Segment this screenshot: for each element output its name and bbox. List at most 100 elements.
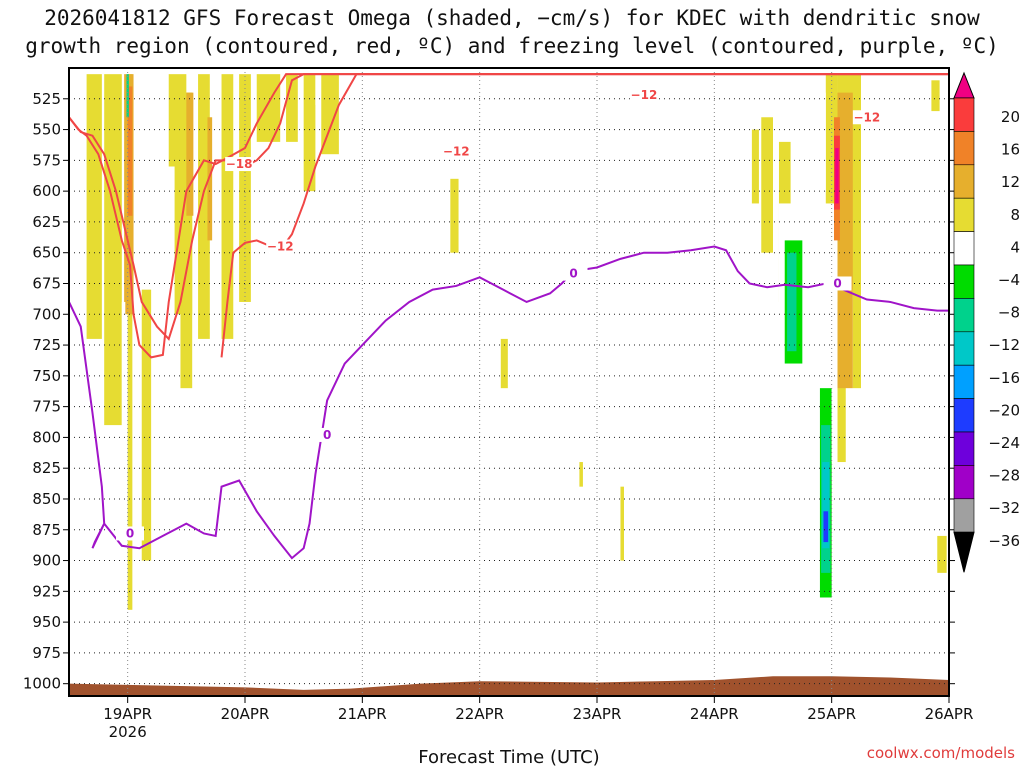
contour-label: 0 <box>323 428 331 442</box>
omega-cell <box>245 363 255 487</box>
colorbar-bottom-arrow <box>953 531 975 573</box>
omega-cell <box>751 129 759 204</box>
omega-cell <box>514 92 522 142</box>
y-tick-label: 850 <box>32 490 61 508</box>
omega-cell <box>835 148 839 204</box>
chart-title-line-2: growth region (contoured, red, ºC) and f… <box>25 34 999 58</box>
contour-label: 0 <box>126 526 134 540</box>
x-tick-label: 25APR <box>807 705 856 723</box>
credit-text: coolwx.com/models <box>867 744 1015 762</box>
y-tick-label: 975 <box>32 644 61 662</box>
colorbar-label: −24 <box>988 434 1020 452</box>
omega-cell <box>796 74 805 93</box>
y-tick-label: 875 <box>32 521 61 539</box>
omega-cell <box>277 326 284 364</box>
contour-label: −12 <box>443 145 470 159</box>
colorbar-label: 8 <box>1010 206 1020 224</box>
x-tick-label: 19APR <box>103 705 152 723</box>
omega-cell <box>104 74 122 426</box>
colorbar: 20 16 12 8 4 −4 −8 −12 −16 −20 −24 −28 −32 −36 <box>953 71 1020 573</box>
contour-label-bg <box>823 276 852 291</box>
colorbar-swatch <box>953 197 975 232</box>
contour-label-bg <box>852 110 881 125</box>
omega-cell <box>421 74 427 142</box>
omega-cell <box>207 117 213 241</box>
omega-cell <box>937 535 947 573</box>
colorbar-swatch <box>953 231 975 266</box>
y-tick-label: 700 <box>32 305 61 323</box>
colorbar-top-arrow <box>953 71 975 99</box>
omega-cell <box>467 74 477 155</box>
colorbar-label: −32 <box>988 499 1020 517</box>
omega-cell <box>831 314 838 463</box>
contour-label-bg <box>225 157 254 172</box>
colorbar-swatch <box>953 164 975 199</box>
y-tick-label: 1000 <box>23 675 61 693</box>
x-tick-label: 20APR <box>221 705 270 723</box>
colorbar-label: −12 <box>988 336 1020 354</box>
omega-cell <box>86 74 102 339</box>
contour-line <box>69 245 949 560</box>
y-tick-label: 550 <box>32 121 61 139</box>
contour-label: 0 <box>569 267 577 281</box>
colorbar-swatch <box>953 264 975 299</box>
omega-cell <box>837 92 853 389</box>
contour-label-bg <box>442 144 471 159</box>
omega-cell <box>259 289 271 426</box>
omega-cell <box>761 117 773 253</box>
contour-label-bg <box>266 239 295 254</box>
x-tick-label: 26APR <box>925 705 974 723</box>
colorbar-swatch <box>953 331 975 366</box>
contour-line <box>69 73 949 341</box>
y-tick-label: 600 <box>32 182 61 200</box>
colorbar-label: −20 <box>988 401 1020 419</box>
omega-cell <box>127 86 133 216</box>
omega-cell <box>186 92 194 216</box>
contour-label: −12 <box>267 240 294 254</box>
colorbar-swatch <box>953 498 975 533</box>
contour-labels: −12 −12 −12 −12 −18 0 0 0 0 <box>116 88 881 541</box>
x-axis-label: Forecast Time (UTC) <box>418 747 599 768</box>
x-tick-sublabel: 2026 <box>109 723 147 741</box>
omega-cell <box>286 74 298 142</box>
omega-cell <box>599 535 603 610</box>
colorbar-label: −28 <box>988 467 1020 485</box>
plot-frame <box>68 67 950 697</box>
omega-cell <box>126 74 129 118</box>
omega-cell <box>491 375 499 573</box>
colorbar-label: −4 <box>998 271 1020 289</box>
plot-area: −12 −12 −12 −12 −18 0 0 0 0 <box>68 67 950 697</box>
y-tick-label: 625 <box>32 213 61 231</box>
chart-title-line-1: 2026041812 GFS Forecast Omega (shaded, −… <box>44 6 980 30</box>
y-tick-label: 925 <box>32 582 61 600</box>
surface-ground-layer <box>69 676 949 696</box>
x-tick-label: 23APR <box>573 705 622 723</box>
colorbar-label: −36 <box>988 532 1020 550</box>
y-tick-label: 725 <box>32 336 61 354</box>
y-tick-label: 650 <box>32 244 61 262</box>
colorbar-swatch <box>953 364 975 399</box>
y-tick-label: 675 <box>32 274 61 292</box>
colorbar-label: 12 <box>1001 173 1020 191</box>
contour-label-bg <box>629 88 658 103</box>
omega-cell <box>303 74 316 192</box>
colorbar-label: 4 <box>1010 238 1020 256</box>
surface-ground <box>69 676 949 696</box>
omega-cell <box>403 92 410 130</box>
omega-cell <box>221 74 234 339</box>
contour-label: −12 <box>853 110 880 124</box>
omega-cell <box>773 74 785 99</box>
y-tick-label: 950 <box>32 613 61 631</box>
omega-cell <box>288 228 297 302</box>
omega-cell <box>127 74 133 610</box>
x-tick-label: 22APR <box>455 705 504 723</box>
colorbar-swatch <box>953 97 975 132</box>
contour-label-bg <box>116 526 145 541</box>
y-tick-label: 750 <box>32 367 61 385</box>
omega-cell <box>931 80 940 112</box>
colorbar-swatch <box>953 431 975 466</box>
x-tick-label: 24APR <box>690 705 739 723</box>
omega-cell <box>315 74 321 105</box>
y-tick-label: 525 <box>32 90 61 108</box>
x-tick-label: 21APR <box>338 705 387 723</box>
